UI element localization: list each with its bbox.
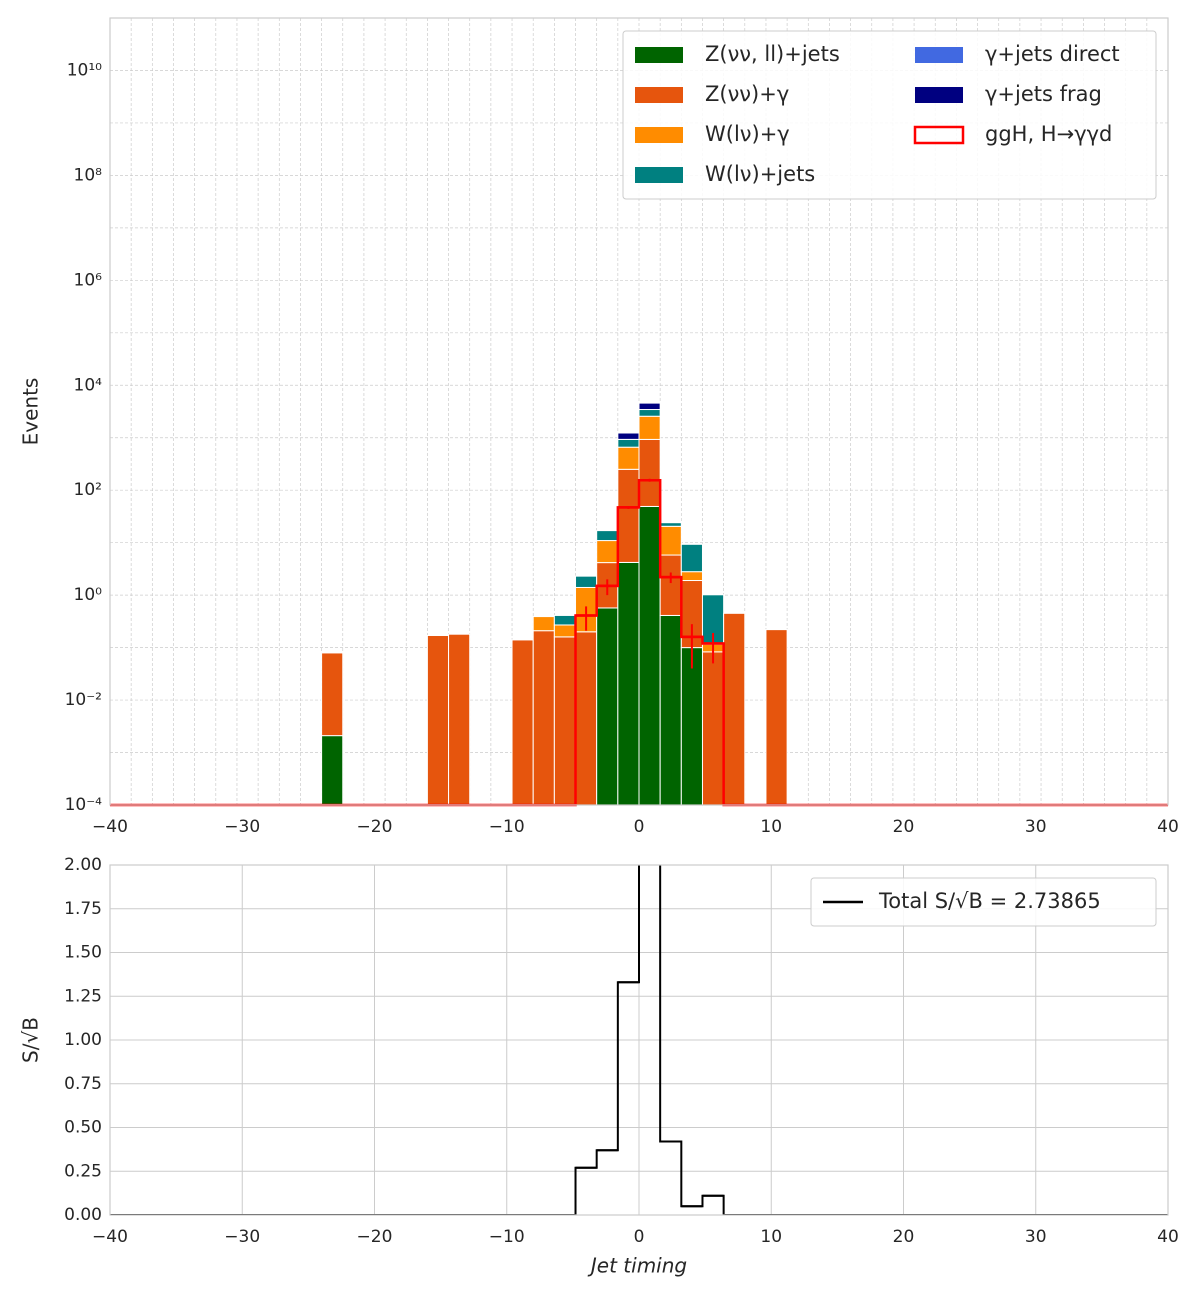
y-tick-label: 10⁸ — [74, 165, 103, 185]
y-tick-label: 0.75 — [64, 1074, 102, 1094]
y-tick-label: 1.50 — [64, 943, 102, 963]
y-tick-label: 1.75 — [64, 899, 102, 919]
y-tick-label: 0.50 — [64, 1118, 102, 1138]
bar — [596, 607, 619, 806]
bar — [511, 639, 534, 806]
legend-swatch — [635, 127, 683, 143]
bar — [596, 530, 619, 542]
bar — [553, 624, 577, 638]
bar — [617, 438, 640, 448]
x-tick-label: 30 — [1025, 1227, 1047, 1247]
bar — [723, 612, 746, 806]
legend-swatch — [635, 167, 683, 183]
legend-box — [622, 30, 1157, 200]
bar — [680, 647, 703, 806]
bar — [680, 571, 703, 582]
x-tick-label: −30 — [224, 1227, 260, 1247]
y-tick-label: 10¹⁰ — [67, 60, 102, 80]
bar — [638, 415, 661, 440]
legend-swatch — [915, 87, 963, 103]
bar — [321, 652, 344, 737]
x-tick-label: −20 — [357, 817, 393, 837]
legend-label: γ+jets direct — [985, 42, 1120, 66]
bar — [575, 575, 598, 588]
main-panel: −40 −30 −20 −10 0 10 20 30 40 10⁻⁴ 10⁻² 10⁰ 10² 10⁴ 10… — [19, 17, 1179, 837]
y-axis-label: S/√B — [19, 1017, 43, 1063]
y-tick-label: 10⁰ — [74, 585, 103, 605]
legend-box — [810, 877, 1157, 927]
bar — [680, 543, 703, 573]
legend-label: W(lν)+jets — [705, 162, 815, 186]
y-axis-label: Events — [19, 378, 43, 446]
bar — [532, 616, 555, 632]
bar — [617, 446, 640, 470]
bar — [321, 735, 344, 806]
y-tick-label: 10⁻² — [65, 690, 102, 710]
x-tick-label: −40 — [92, 1227, 128, 1247]
x-tick-label: 10 — [760, 1227, 782, 1247]
y-tick-label: 1.25 — [64, 986, 102, 1006]
y-tick-label: 2.00 — [64, 855, 102, 875]
legend-swatch — [635, 47, 683, 63]
bar — [638, 409, 661, 417]
x-tick-label: 40 — [1157, 1227, 1179, 1247]
x-tick-label: 10 — [760, 817, 782, 837]
y-tick-label: 10² — [74, 480, 102, 500]
x-tick-label: 20 — [893, 817, 915, 837]
axes-frame — [109, 864, 1169, 1216]
legend-swatch — [913, 125, 965, 145]
bar — [448, 633, 471, 806]
legend-label: ggH, H→γγd — [985, 122, 1112, 146]
legend-label: W(lν)+γ — [705, 122, 790, 146]
bar — [638, 438, 661, 507]
x-tick-label: −30 — [224, 817, 260, 837]
x-tick-label: 40 — [1157, 817, 1179, 837]
x-tick-label: 30 — [1025, 817, 1047, 837]
bar — [617, 561, 640, 806]
ratio-panel: −40 −30 −20 −10 0 10 20 30 40 0.00 0.25 0.50 0.75 1.0… — [19, 855, 1179, 1278]
y-tick-label: 0.25 — [64, 1161, 102, 1181]
legend-label: γ+jets frag — [985, 82, 1102, 106]
bar — [701, 651, 725, 806]
y-tick-label: 10⁴ — [74, 375, 103, 395]
bar — [596, 540, 619, 564]
bar — [659, 525, 682, 556]
bar — [617, 468, 640, 563]
x-tick-label: −10 — [489, 1227, 525, 1247]
bar — [638, 402, 661, 411]
x-tick-label: −40 — [92, 817, 128, 837]
legend-label: Z(νν, ll)+jets — [705, 42, 840, 66]
x-tick-label: 20 — [893, 1227, 915, 1247]
y-tick-label: 10⁻⁴ — [65, 795, 103, 815]
x-tick-label: 0 — [634, 1227, 645, 1247]
legend-swatch — [915, 47, 963, 63]
legend-swatch — [635, 87, 683, 103]
bar — [617, 432, 640, 440]
bar — [553, 636, 577, 806]
legend-label: Total S/√B = 2.73865 — [878, 889, 1101, 913]
x-tick-label: −10 — [489, 817, 525, 837]
x-axis-label: Jet timing — [587, 1254, 687, 1278]
bar — [575, 631, 598, 806]
bar — [765, 629, 788, 806]
x-tick-label: 0 — [634, 817, 645, 837]
bar — [532, 630, 555, 806]
legend-label: Z(νν)+γ — [705, 82, 789, 106]
y-tick-label: 1.00 — [64, 1030, 102, 1050]
bar — [659, 614, 682, 806]
bar — [638, 505, 661, 806]
y-tick-label: 10⁶ — [74, 270, 103, 290]
bar — [426, 635, 450, 806]
axes-frame — [109, 17, 1169, 806]
y-tick-label: 0.00 — [64, 1205, 102, 1225]
bar — [553, 614, 577, 626]
bar — [659, 522, 682, 527]
x-tick-label: −20 — [357, 1227, 393, 1247]
bar — [659, 554, 682, 616]
